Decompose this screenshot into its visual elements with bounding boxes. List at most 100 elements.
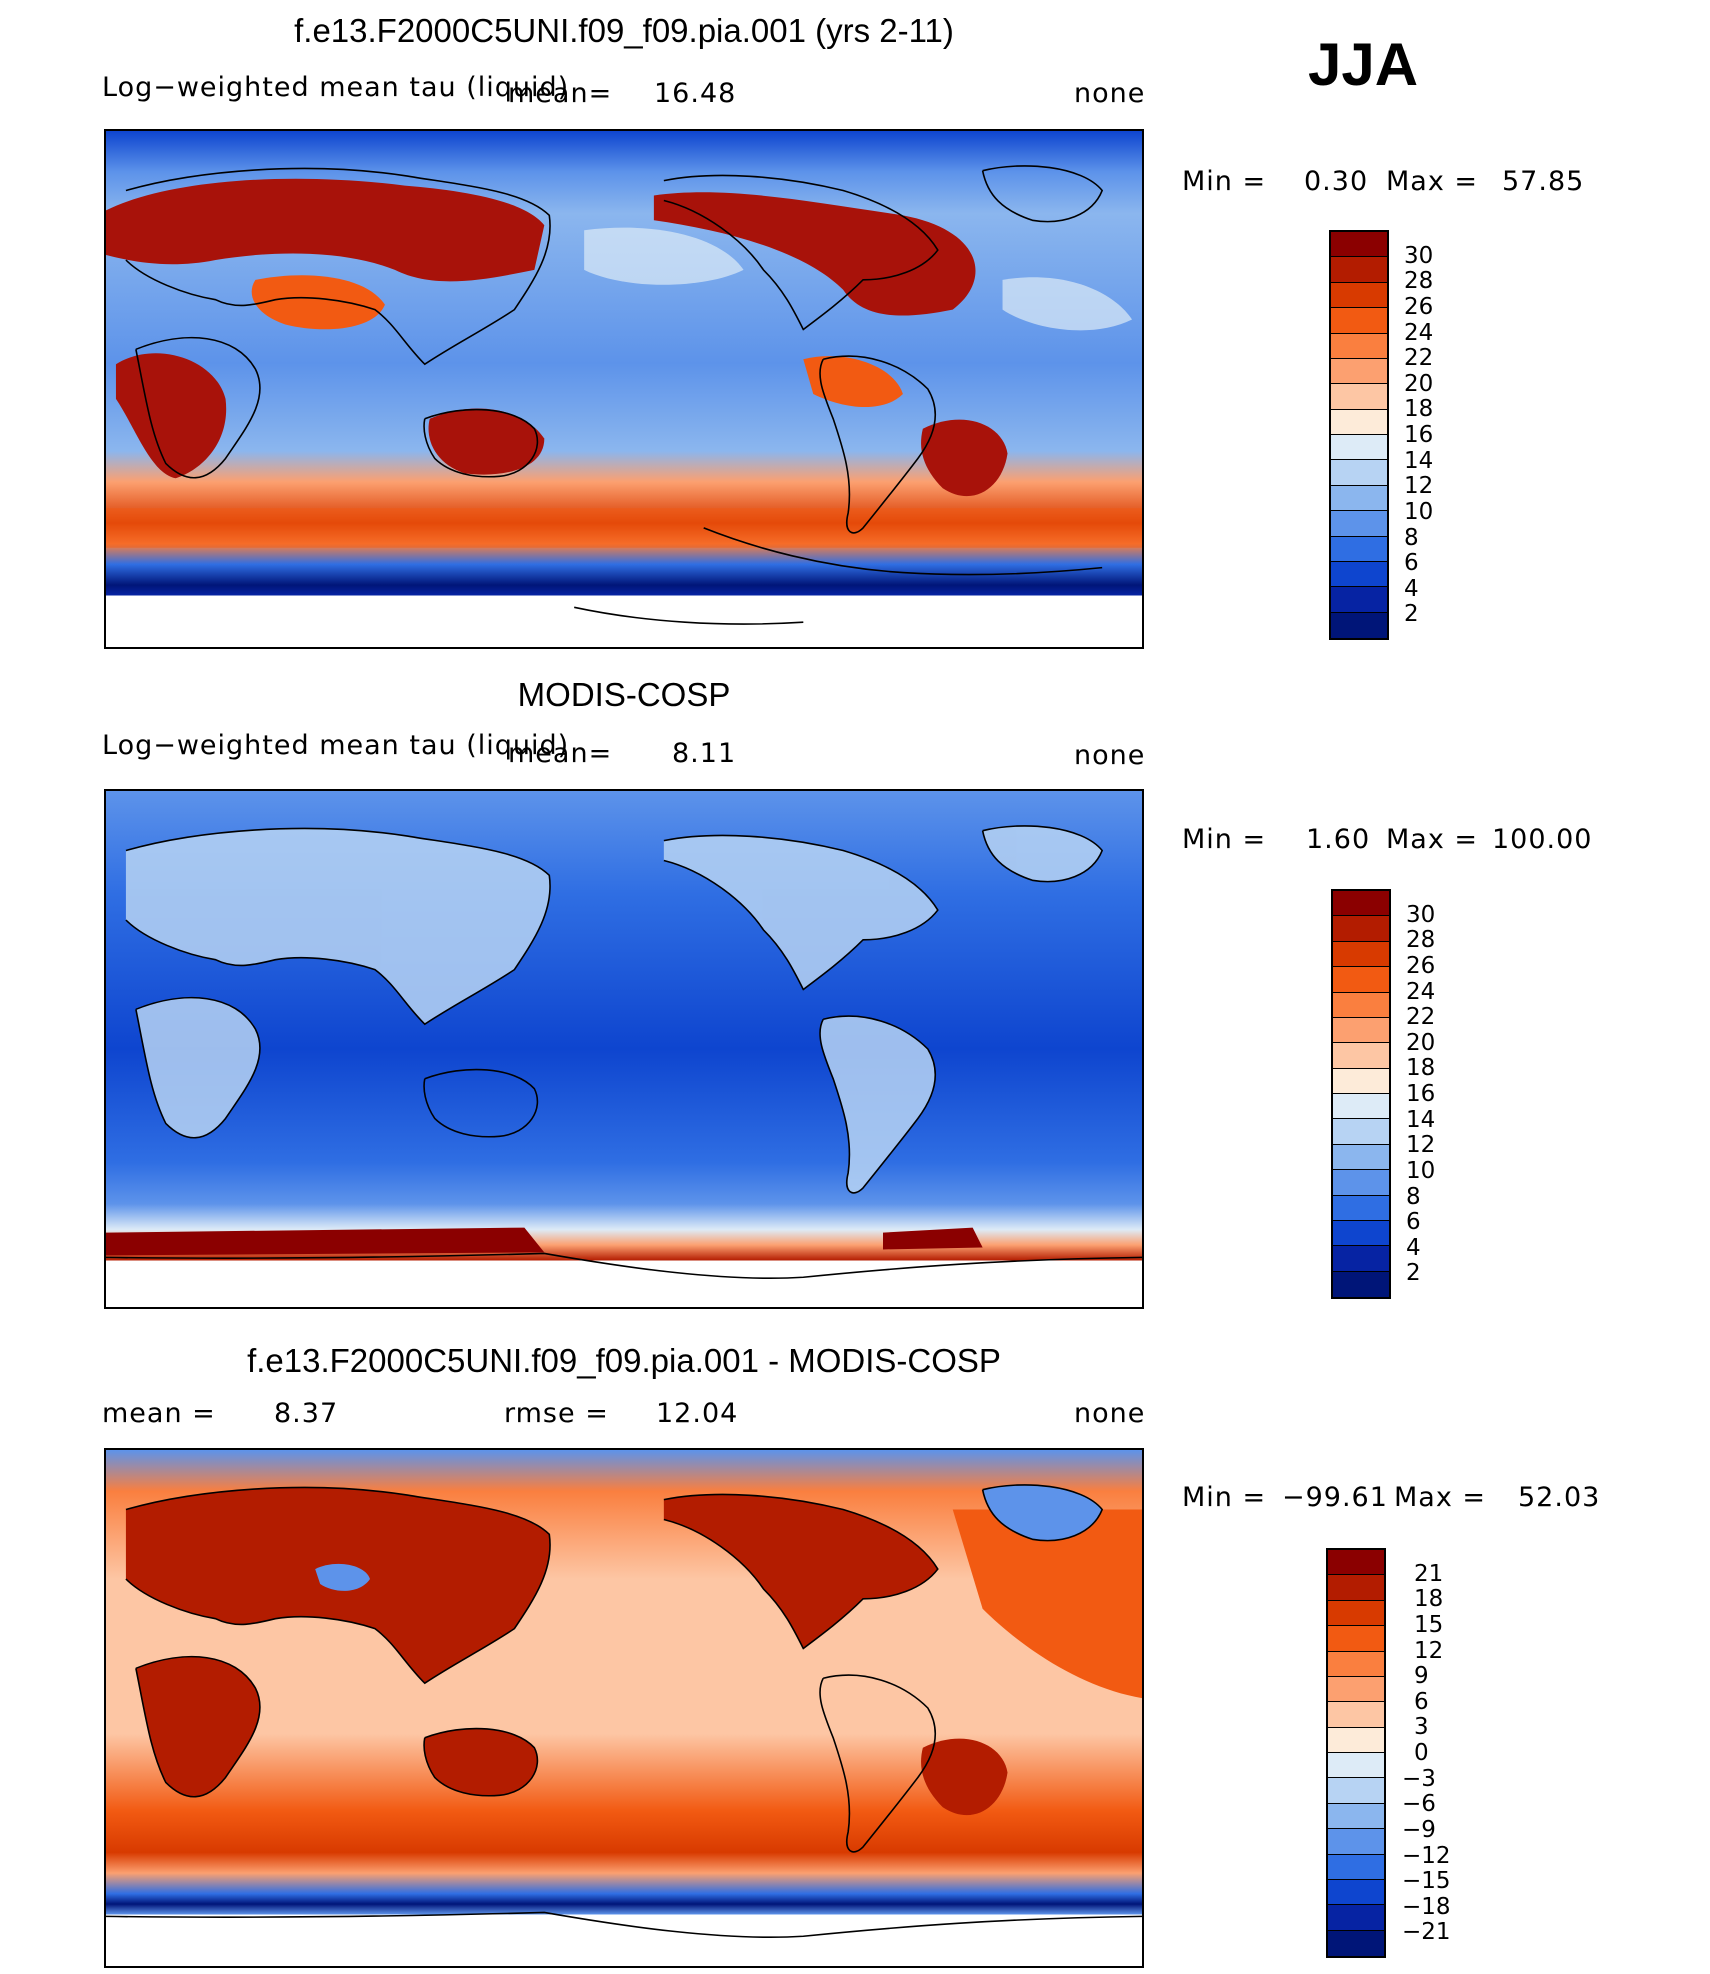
- colorbar-swatch: [1333, 1043, 1389, 1069]
- colorbar-tick-label: 12: [1406, 1132, 1436, 1159]
- colorbar-swatch: [1331, 612, 1387, 638]
- colorbar-swatch: [1331, 257, 1387, 283]
- colorbar-tick-label: 4: [1404, 575, 1419, 602]
- colorbar-swatch: [1331, 232, 1387, 258]
- colorbar-swatch: [1331, 511, 1387, 537]
- panel1-mean-label: mean=: [508, 78, 613, 109]
- panel3-colorbar: [1326, 1548, 1386, 1958]
- colorbar-tick-label: 21: [1414, 1560, 1444, 1587]
- colorbar-tick-label: −18: [1402, 1893, 1451, 1920]
- panel3-rmse-value: 12.04: [656, 1398, 739, 1429]
- colorbar-tick-label: 24: [1406, 978, 1436, 1005]
- panel1-max-label: Max =: [1386, 166, 1479, 197]
- colorbar-tick-label: 2: [1406, 1260, 1421, 1287]
- colorbar-swatch: [1333, 1144, 1389, 1171]
- colorbar-tick-label: 18: [1414, 1586, 1444, 1613]
- panel2-left-label: Log−weighted mean tau (liquid): [102, 730, 570, 761]
- colorbar-swatch: [1333, 941, 1389, 968]
- colorbar-swatch: [1328, 1803, 1384, 1830]
- colorbar-tick-label: 0: [1414, 1740, 1429, 1766]
- colorbar-swatch: [1333, 1068, 1389, 1094]
- colorbar-tick-label: 14: [1406, 1106, 1436, 1133]
- colorbar-tick-label: 28: [1406, 927, 1436, 954]
- colorbar-swatch: [1331, 384, 1387, 410]
- panel2-mean-label: mean=: [508, 738, 613, 769]
- colorbar-tick-label: 28: [1404, 268, 1434, 295]
- colorbar-swatch: [1328, 1778, 1384, 1804]
- panel1-left-label: Log−weighted mean tau (liquid): [102, 72, 570, 103]
- colorbar-swatch: [1328, 1575, 1384, 1601]
- panel1-units-label: none: [1074, 78, 1146, 109]
- colorbar-swatch: [1333, 1017, 1389, 1044]
- colorbar-tick-label: 6: [1414, 1688, 1429, 1715]
- colorbar-swatch: [1333, 1220, 1389, 1247]
- colorbar-tick-label: 30: [1404, 242, 1434, 269]
- panel3-max-label: Max =: [1394, 1482, 1487, 1513]
- colorbar-tick-label: 6: [1404, 550, 1419, 577]
- colorbar-swatch: [1333, 1094, 1389, 1120]
- colorbar-swatch: [1333, 1119, 1389, 1145]
- colorbar-tick-label: 3: [1414, 1714, 1429, 1741]
- colorbar-tick-label: 30: [1406, 901, 1436, 928]
- panel2-map: [104, 789, 1144, 1309]
- colorbar-tick-label: −3: [1402, 1765, 1436, 1792]
- colorbar-tick-label: 22: [1406, 1004, 1436, 1031]
- colorbar-tick-label: 8: [1406, 1183, 1421, 1210]
- colorbar-swatch: [1328, 1753, 1384, 1779]
- colorbar-swatch: [1328, 1905, 1384, 1931]
- colorbar-tick-label: −21: [1402, 1919, 1451, 1946]
- colorbar-swatch: [1333, 1271, 1389, 1297]
- colorbar-tick-label: 24: [1404, 319, 1434, 346]
- colorbar-tick-label: 8: [1404, 524, 1419, 551]
- colorbar-swatch: [1333, 891, 1389, 917]
- colorbar-swatch: [1328, 1854, 1384, 1880]
- colorbar-tick-label: 10: [1404, 498, 1434, 525]
- colorbar-tick-label: 18: [1404, 396, 1434, 423]
- colorbar-tick-label: 20: [1404, 370, 1434, 397]
- panel2-max-value: 100.00: [1492, 824, 1593, 855]
- colorbar-tick-label: 6: [1406, 1209, 1421, 1236]
- panel1-colorbar: [1329, 230, 1389, 640]
- colorbar-tick-label: 12: [1414, 1637, 1444, 1664]
- colorbar-swatch: [1333, 967, 1389, 993]
- colorbar-swatch: [1331, 409, 1387, 435]
- colorbar-swatch: [1331, 536, 1387, 562]
- colorbar-swatch: [1328, 1829, 1384, 1855]
- panel1-title: f.e13.F2000C5UNI.f09_f09.pia.001 (yrs 2-…: [294, 12, 954, 49]
- colorbar-tick-label: 22: [1404, 345, 1434, 372]
- panel1-map: [104, 129, 1144, 649]
- colorbar-tick-label: 4: [1406, 1234, 1421, 1261]
- colorbar-swatch: [1331, 435, 1387, 461]
- colorbar-tick-label: 26: [1404, 293, 1434, 320]
- colorbar-swatch: [1331, 485, 1387, 512]
- panel3-max-value: 52.03: [1518, 1482, 1601, 1513]
- panel1-mean-value: 16.48: [654, 78, 737, 109]
- colorbar-tick-label: 26: [1406, 952, 1436, 979]
- panel3-mean-value: 8.37: [274, 1398, 339, 1429]
- panel3-min-label: Min =: [1182, 1482, 1267, 1513]
- panel2-max-label: Max =: [1386, 824, 1479, 855]
- colorbar-tick-label: 16: [1406, 1081, 1436, 1107]
- colorbar-tick-label: 16: [1404, 422, 1434, 448]
- colorbar-swatch: [1331, 561, 1387, 588]
- panel2-min-label: Min =: [1182, 824, 1267, 855]
- season-label: JJA: [1308, 31, 1419, 98]
- colorbar-tick-label: −6: [1402, 1791, 1436, 1818]
- colorbar-swatch: [1331, 358, 1387, 385]
- colorbar-tick-label: −15: [1402, 1868, 1451, 1895]
- panel2-min-value: 1.60: [1306, 824, 1371, 855]
- colorbar-swatch: [1333, 1195, 1389, 1221]
- colorbar-tick-label: 10: [1406, 1157, 1436, 1184]
- panel2-units-label: none: [1074, 740, 1146, 771]
- colorbar-swatch: [1328, 1727, 1384, 1753]
- panel1-min-value: 0.30: [1304, 166, 1369, 197]
- colorbar-tick-label: −12: [1402, 1842, 1451, 1869]
- colorbar-swatch: [1328, 1676, 1384, 1703]
- colorbar-swatch: [1333, 916, 1389, 942]
- colorbar-swatch: [1328, 1702, 1384, 1728]
- colorbar-tick-label: −9: [1402, 1816, 1436, 1843]
- colorbar-tick-label: 9: [1414, 1663, 1429, 1690]
- colorbar-swatch: [1333, 992, 1389, 1018]
- panel1-min-label: Min =: [1182, 166, 1267, 197]
- colorbar-swatch: [1328, 1626, 1384, 1652]
